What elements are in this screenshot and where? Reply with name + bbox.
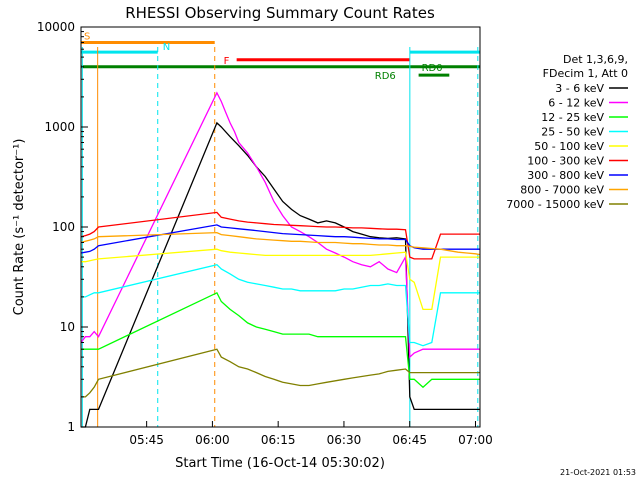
series-line bbox=[80, 224, 480, 254]
y-tick-label: 100 bbox=[52, 220, 75, 234]
series-line bbox=[80, 211, 480, 260]
legend-entry: 50 - 100 keV bbox=[534, 140, 604, 153]
series-line bbox=[81, 291, 480, 389]
flag-label: F bbox=[224, 56, 230, 67]
legend-entry: 7000 - 15000 keV bbox=[506, 198, 604, 211]
x-tick-label: 07:00 bbox=[458, 433, 493, 447]
x-axis-label: Start Time (16-Oct-14 05:30:02) bbox=[175, 456, 385, 471]
series-line bbox=[80, 91, 480, 359]
chart-title: RHESSI Observing Summary Count Rates bbox=[125, 4, 435, 22]
legend: Det 1,3,6,9,FDecim 1, Att 0 3 - 6 keV 6 - … bbox=[506, 53, 628, 211]
y-tick-label: 1 bbox=[67, 420, 75, 434]
y-axis-label: Count Rate (s⁻¹ detector⁻¹) bbox=[12, 139, 27, 316]
flag-label: RD6 bbox=[375, 71, 396, 82]
series-line bbox=[80, 231, 481, 256]
x-axis: 05:45 06:00 06:15 06:30 06:45 07:00 bbox=[129, 421, 493, 447]
series-line bbox=[81, 348, 480, 398]
x-tick-label: 06:00 bbox=[195, 433, 230, 447]
legend-entry: 12 - 25 keV bbox=[541, 111, 604, 124]
legend-entry: 25 - 50 keV bbox=[541, 126, 604, 139]
legend-entry: 100 - 300 keV bbox=[527, 155, 604, 168]
x-tick-label: 05:45 bbox=[129, 433, 164, 447]
legend-entry: 800 - 7000 keV bbox=[520, 184, 604, 197]
legend-entry: 6 - 12 keV bbox=[548, 97, 604, 110]
flag-label: RD0 bbox=[422, 63, 443, 74]
legend-header: Det 1,3,6,9, bbox=[563, 53, 628, 66]
x-tick-label: 06:15 bbox=[261, 433, 296, 447]
y-tick-label: 1000 bbox=[44, 120, 75, 134]
timestamp: 21-Oct-2021 01:53 bbox=[560, 468, 636, 477]
series-line bbox=[81, 121, 480, 428]
y-axis: 1 10 100 1000 10000 bbox=[37, 20, 88, 434]
y-tick-label: 10000 bbox=[37, 20, 75, 34]
x-tick-label: 06:45 bbox=[392, 433, 427, 447]
legend-header: FDecim 1, Att 0 bbox=[543, 67, 628, 80]
series-line bbox=[81, 248, 480, 311]
flag-label: S bbox=[84, 31, 90, 42]
series-line bbox=[81, 263, 480, 347]
y-tick-label: 10 bbox=[60, 320, 75, 334]
x-tick-label: 06:30 bbox=[327, 433, 362, 447]
legend-entry: 3 - 6 keV bbox=[555, 82, 604, 95]
flag-label: N bbox=[163, 42, 170, 53]
legend-entry: 300 - 800 keV bbox=[527, 169, 604, 182]
